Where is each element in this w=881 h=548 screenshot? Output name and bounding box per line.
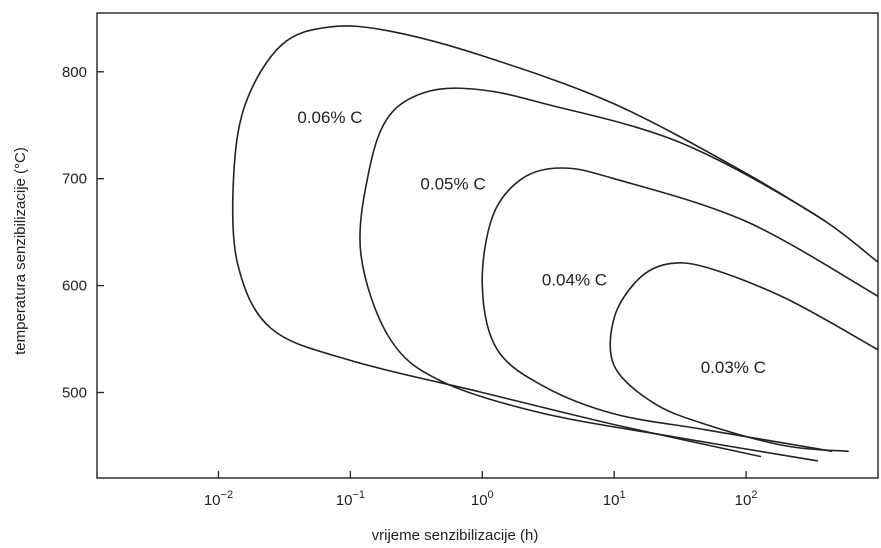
y-axis: 500 600 700 800 [62,64,104,401]
x-tick-label-3: 101 [603,489,626,509]
curves [231,25,879,462]
y-tick-label-500: 500 [62,384,87,401]
curve-0-03-c [609,261,879,453]
curve-0-05-c [359,87,879,462]
curve-labels: 0.06% C 0.05% C 0.04% C 0.03% C [297,108,766,377]
curve-0-06-c [231,25,826,458]
curve-label-2: 0.04% C [542,271,607,290]
curve-label-3: 0.03% C [701,358,766,377]
curve-0-04-c [481,167,879,453]
plot-frame [96,12,879,479]
y-tick-label-700: 700 [62,171,87,188]
x-tick-label-2: 100 [471,489,494,509]
x-axis-title: vrijeme senzibilizacije (h) [372,527,539,544]
x-tick-label-0: 10−2 [204,489,233,509]
y-axis-title: temperatura senzibilizacije (°C) [12,147,29,355]
curve-label-1: 0.05% C [420,174,485,193]
y-tick-label-600: 600 [62,278,87,295]
curve-label-0: 0.06% C [297,108,362,127]
x-tick-label-1: 10−1 [336,489,365,509]
x-axis: 10−2 10−1 100 101 102 [204,471,758,509]
y-tick-label-800: 800 [62,64,87,81]
x-tick-label-4: 102 [735,489,758,509]
